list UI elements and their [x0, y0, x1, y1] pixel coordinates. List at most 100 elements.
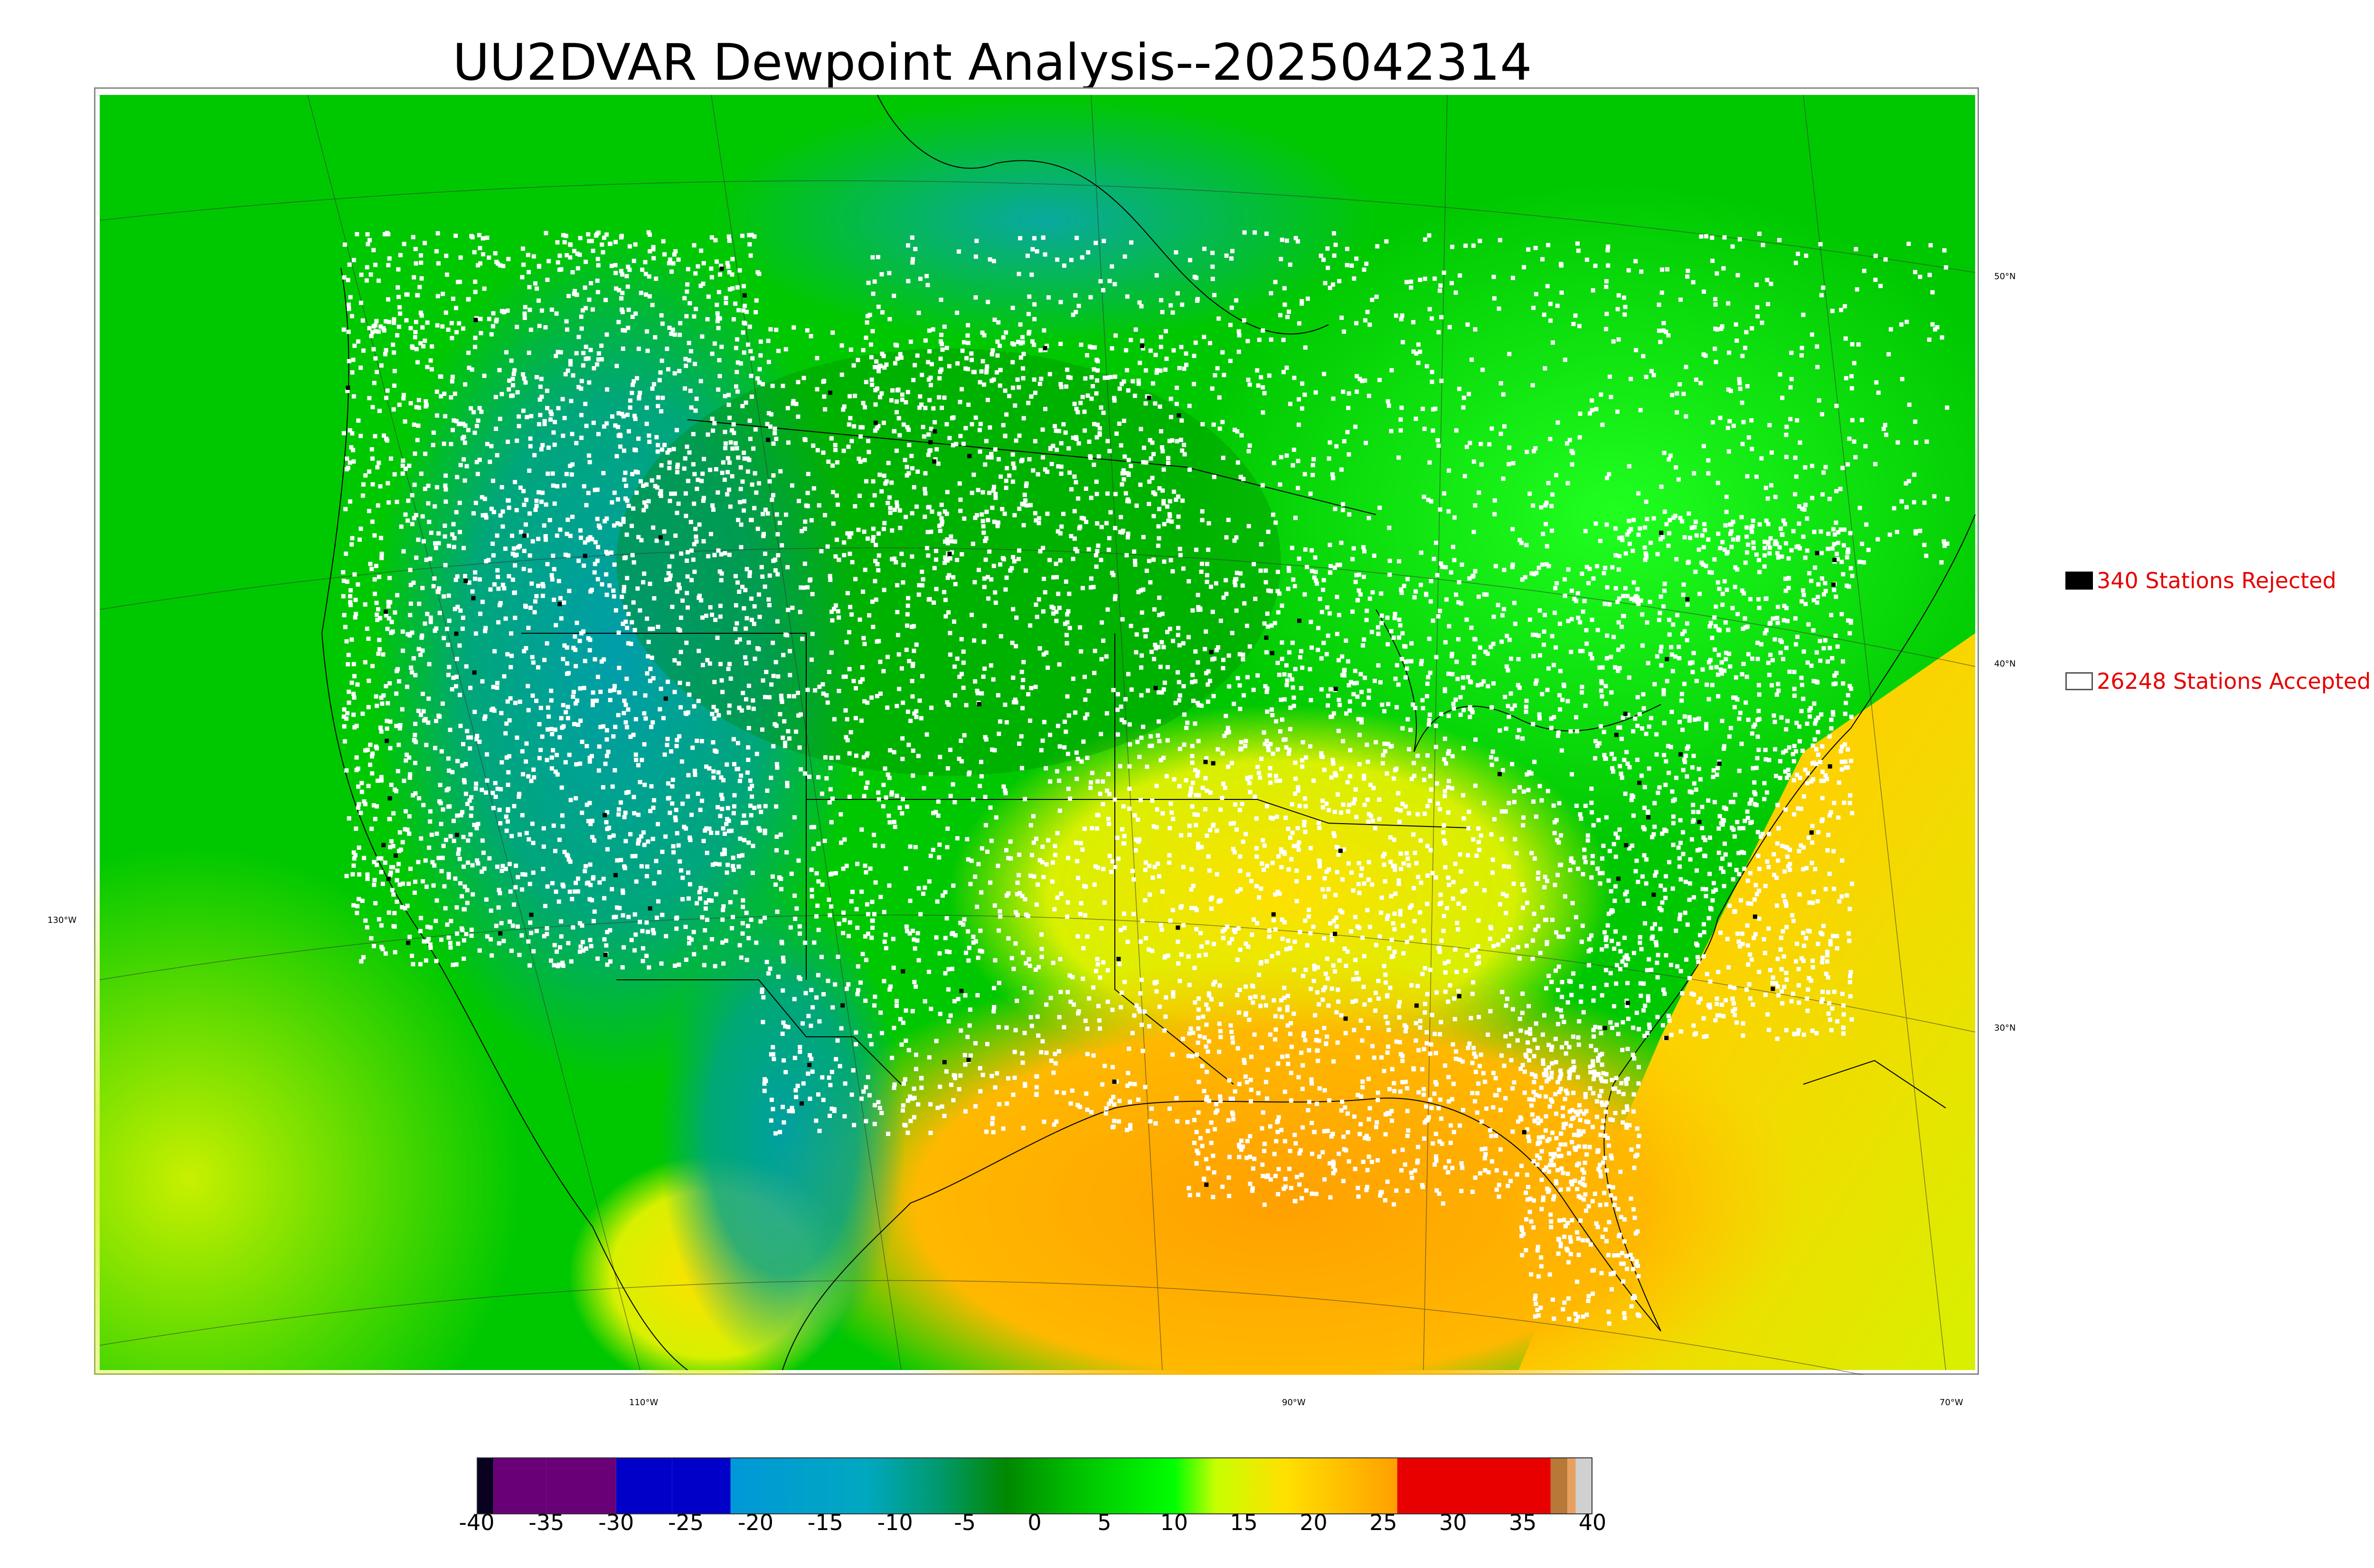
station-accepted-marker	[1010, 452, 1015, 457]
station-accepted-marker	[714, 467, 718, 471]
station-accepted-marker	[908, 1118, 913, 1123]
station-accepted-marker	[1216, 899, 1221, 904]
station-accepted-marker	[887, 820, 892, 825]
station-accepted-marker	[379, 945, 384, 949]
station-accepted-marker	[1524, 1030, 1529, 1035]
station-accepted-marker	[602, 235, 607, 240]
station-accepted-marker	[596, 432, 601, 436]
station-accepted-marker	[781, 959, 786, 964]
station-accepted-marker	[1004, 848, 1009, 853]
station-accepted-marker	[1140, 653, 1144, 658]
station-accepted-marker	[362, 799, 367, 804]
station-accepted-marker	[1503, 1034, 1508, 1039]
station-accepted-marker	[1200, 1144, 1205, 1148]
station-accepted-marker	[815, 448, 820, 452]
station-accepted-marker	[671, 844, 676, 849]
station-accepted-marker	[1058, 531, 1063, 536]
station-accepted-marker	[495, 453, 499, 458]
station-accepted-marker	[1354, 998, 1358, 1003]
station-accepted-marker	[553, 420, 557, 424]
station-accepted-marker	[543, 904, 547, 909]
station-accepted-marker	[499, 392, 504, 396]
station-accepted-marker	[709, 275, 714, 280]
station-accepted-marker	[454, 962, 459, 967]
station-accepted-marker	[867, 1093, 872, 1098]
station-accepted-marker	[446, 642, 451, 647]
station-accepted-marker	[1091, 585, 1096, 590]
station-accepted-marker	[1557, 801, 1562, 806]
station-accepted-marker	[911, 773, 915, 778]
station-accepted-marker	[546, 471, 550, 476]
station-accepted-marker	[731, 317, 736, 322]
station-accepted-marker	[1218, 619, 1223, 623]
station-accepted-marker	[1007, 473, 1012, 478]
station-accepted-marker	[1115, 732, 1120, 737]
station-accepted-marker	[1262, 621, 1267, 626]
station-accepted-marker	[1011, 1092, 1016, 1097]
station-accepted-marker	[497, 368, 502, 373]
station-accepted-marker	[1318, 860, 1322, 864]
station-accepted-marker	[1122, 454, 1127, 459]
station-accepted-marker	[450, 379, 454, 384]
station-accepted-marker	[745, 924, 750, 929]
station-accepted-marker	[397, 726, 402, 731]
station-accepted-marker	[1425, 873, 1430, 878]
station-accepted-marker	[365, 265, 369, 270]
station-accepted-marker	[595, 516, 600, 521]
station-accepted-marker	[395, 333, 400, 338]
station-accepted-marker	[1059, 464, 1064, 469]
station-accepted-marker	[632, 413, 637, 418]
station-accepted-marker	[1571, 860, 1576, 865]
station-accepted-marker	[834, 493, 839, 498]
station-accepted-marker	[749, 618, 754, 622]
station-accepted-marker	[1583, 1092, 1588, 1097]
station-accepted-marker	[633, 717, 638, 722]
station-accepted-marker	[828, 578, 833, 582]
station-accepted-marker	[386, 297, 391, 302]
station-accepted-marker	[1405, 1108, 1410, 1113]
station-accepted-marker	[1244, 984, 1248, 989]
station-accepted-marker	[1159, 690, 1164, 695]
station-accepted-marker	[1083, 1018, 1088, 1023]
station-accepted-marker	[1306, 1108, 1310, 1113]
station-accepted-marker	[809, 987, 814, 992]
station-accepted-marker	[1187, 833, 1192, 837]
station-accepted-marker	[1403, 1162, 1407, 1167]
station-accepted-marker	[1264, 689, 1269, 694]
station-accepted-marker	[1558, 669, 1563, 674]
station-accepted-marker	[1329, 775, 1334, 780]
station-accepted-marker	[1106, 817, 1111, 821]
station-accepted-marker	[1223, 786, 1227, 790]
station-accepted-marker	[884, 946, 888, 950]
station-accepted-marker	[639, 834, 644, 839]
station-accepted-marker	[436, 541, 441, 545]
station-accepted-marker	[1036, 516, 1041, 521]
station-accepted-marker	[751, 698, 755, 703]
station-accepted-marker	[1250, 1188, 1254, 1193]
station-accepted-marker	[552, 943, 557, 948]
station-accepted-marker	[632, 691, 637, 695]
station-accepted-marker	[1134, 632, 1139, 637]
station-accepted-marker	[871, 625, 876, 629]
station-accepted-marker	[1096, 454, 1101, 459]
station-accepted-marker	[1023, 897, 1027, 901]
station-accepted-marker	[1339, 1013, 1344, 1018]
station-accepted-marker	[841, 931, 846, 936]
station-accepted-marker	[769, 1118, 773, 1123]
station-accepted-marker	[554, 889, 558, 894]
station-accepted-marker	[686, 479, 690, 483]
station-accepted-marker	[1415, 984, 1420, 988]
station-accepted-marker	[700, 663, 705, 667]
station-accepted-marker	[749, 517, 754, 522]
station-accepted-marker	[1053, 1061, 1058, 1066]
station-accepted-marker	[946, 967, 951, 972]
station-accepted-marker	[466, 838, 471, 843]
station-accepted-marker	[1119, 1005, 1123, 1010]
station-accepted-marker	[450, 770, 455, 774]
station-accepted-marker	[897, 806, 902, 810]
station-accepted-marker	[406, 882, 411, 886]
station-accepted-marker	[1078, 625, 1083, 630]
station-accepted-marker	[1425, 844, 1430, 848]
station-accepted-marker	[670, 801, 675, 806]
station-accepted-marker	[546, 259, 551, 263]
